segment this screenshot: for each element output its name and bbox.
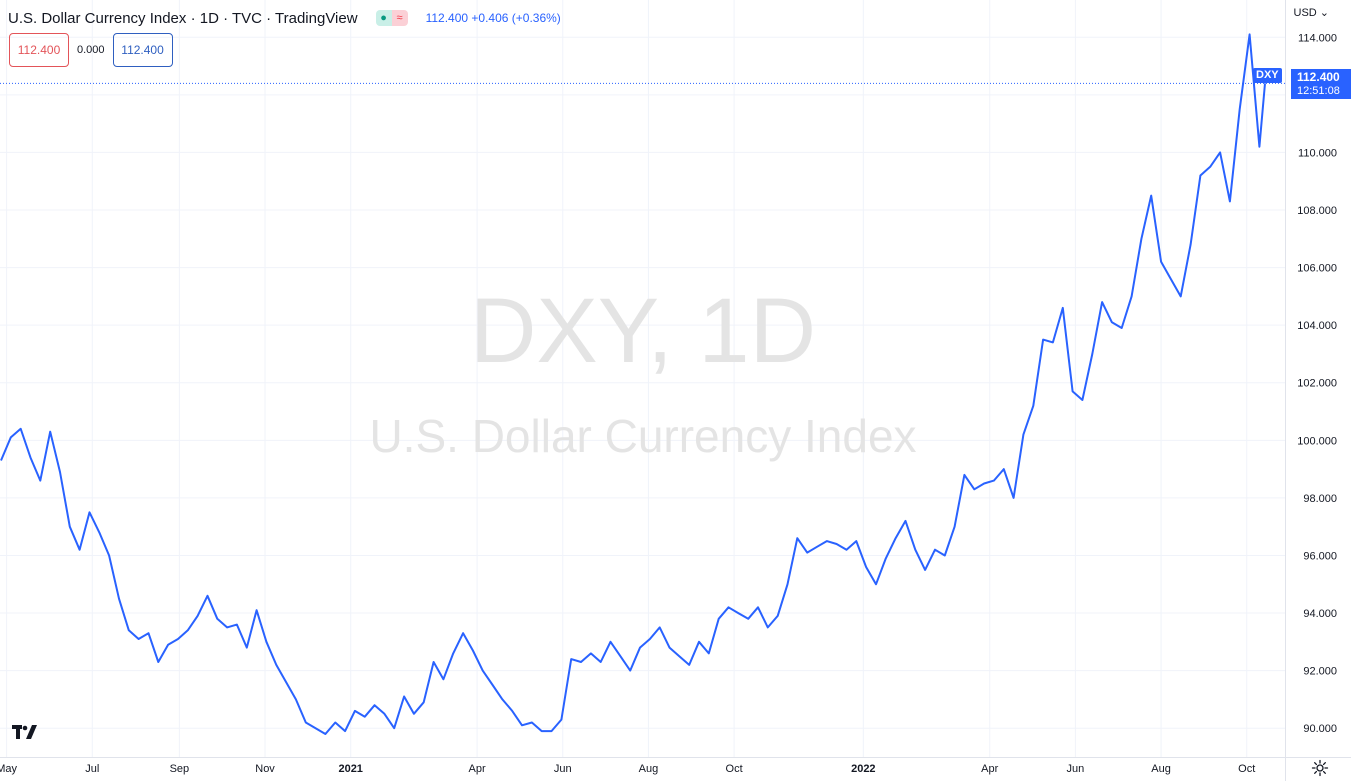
x-tick-label: Jul [85,763,99,775]
time-axis: May Jul Sep Nov 2021 Apr Jun Aug Oct 2022 Apr Jun Au… [0,763,1255,775]
y-tick-label: 114.000 [1298,32,1337,44]
series-dxy [0,33,1266,735]
x-tick-label: Nov [255,763,275,775]
x-tick-label: Jun [1067,763,1085,775]
x-tick-label: 2021 [338,763,362,775]
y-tick-label: 96.000 [1303,550,1337,562]
x-tick-label: Oct [1238,763,1255,775]
legend-values: 112.400 0.000 112.400 [9,33,173,67]
x-tick-label: Aug [1151,763,1171,775]
y-tick-label: 110.000 [1298,147,1337,159]
y-tick-label: 94.000 [1303,608,1337,620]
y-tick-label: 100.000 [1297,435,1337,447]
legend-buy-value[interactable]: 112.400 [112,33,173,67]
y-tick-label: 104.000 [1297,320,1337,332]
y-tick-label: 102.000 [1297,378,1337,390]
quote-summary: 112.400 +0.406 (+0.36%) [425,11,561,25]
currency-button[interactable]: USD ⌄ [1293,7,1330,19]
x-tick-label: 2022 [851,763,875,775]
y-tick-label: 106.000 [1297,263,1337,275]
symbol-badge: DXY [1253,68,1282,83]
x-tick-label: Apr [981,763,998,775]
x-tick-label: Apr [469,763,486,775]
y-tick-label: 90.000 [1303,723,1337,735]
x-tick-label: Sep [170,763,190,775]
dot-icon: ● [375,10,392,26]
chart-header: U.S. Dollar Currency Index · 1D · TVC · … [8,8,561,28]
gear-icon[interactable] [1311,759,1329,777]
last-price-value: 112.400 [1297,70,1340,84]
x-tick-label: Oct [726,763,743,775]
bar-countdown: 12:51:08 [1297,85,1340,97]
x-tick-label: Aug [639,763,659,775]
tradingview-logo-icon[interactable] [9,720,41,744]
legend-spread-value: 0.000 [77,44,105,56]
watermark-symbol: DXY, 1D [470,280,816,382]
status-pill[interactable]: ● ≈ [375,10,408,26]
series-line-dxy [0,33,1266,735]
last-price-label: 112.400 12:51:08 [1291,69,1351,99]
wave-icon: ≈ [391,10,408,26]
x-tick-label: Jun [554,763,572,775]
legend-sell-value[interactable]: 112.400 [9,33,69,67]
y-tick-label: 98.000 [1303,493,1337,505]
symbol-title[interactable]: U.S. Dollar Currency Index · 1D · TVC · … [8,9,358,27]
x-tick-label: May [0,763,18,775]
y-tick-label: 108.000 [1297,205,1337,217]
watermark-name: U.S. Dollar Currency Index [369,410,916,462]
price-axis: 90.000 92.000 94.000 96.000 98.000 100.000 102… [1297,32,1337,735]
y-tick-label: 92.000 [1303,666,1337,678]
